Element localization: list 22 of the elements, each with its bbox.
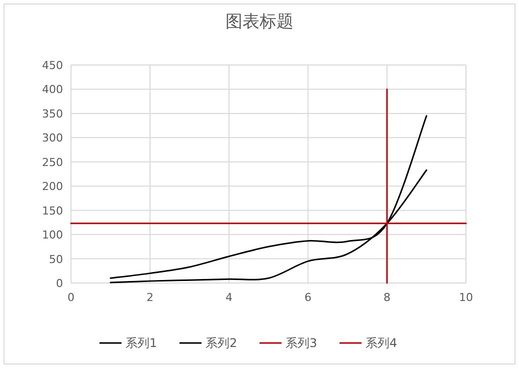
x-tick-label: 4 — [226, 291, 232, 304]
x-tick-label: 2 — [146, 291, 154, 304]
y-tick-label: 0 — [56, 277, 63, 290]
x-tick-label: 0 — [68, 291, 74, 304]
y-tick-label: 350 — [42, 107, 63, 120]
y-tick-label: 400 — [42, 83, 63, 96]
y-tick-label: 200 — [42, 180, 63, 194]
y-tick-label: 300 — [42, 132, 63, 145]
legend-label: 系列4 — [366, 336, 398, 350]
chart-title: 图表标题 — [226, 12, 294, 32]
legend-label: 系列3 — [286, 336, 318, 350]
legend-label: 系列1 — [126, 336, 158, 350]
y-tick-label: 150 — [42, 204, 63, 218]
x-tick-label: 10 — [459, 291, 473, 304]
x-tick-label: 6 — [304, 291, 312, 304]
y-tick-label: 100 — [42, 228, 63, 242]
legend-label: 系列2 — [206, 336, 238, 350]
y-tick-label: 50 — [49, 252, 63, 266]
y-tick-label: 450 — [42, 59, 63, 72]
x-tick-label: 8 — [384, 291, 390, 304]
line-series — [110, 115, 428, 279]
y-tick-label: 250 — [42, 156, 63, 169]
